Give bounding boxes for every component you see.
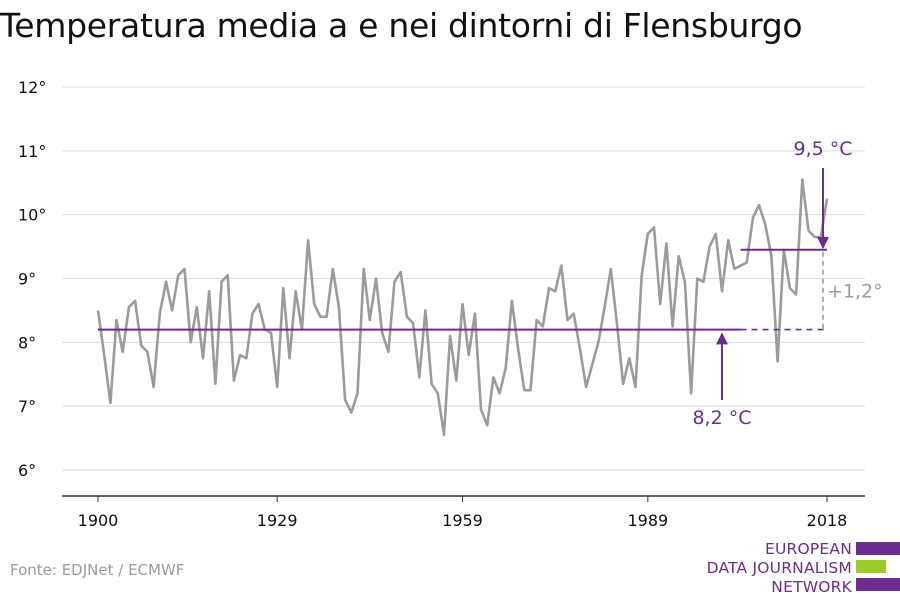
baseline-value-label: 8,2 °C	[692, 407, 751, 429]
temperature-series-line	[96, 178, 829, 437]
series-layer	[96, 178, 829, 437]
reference-lines	[98, 248, 827, 331]
annotations: +1,2° 8,2 °C 9,5 °C	[692, 138, 882, 429]
x-tick-label: 1929	[257, 511, 298, 530]
logo-bar-middle	[856, 560, 886, 573]
logo-bar-bottom	[856, 578, 900, 591]
logo-line-european: EUROPEAN	[764, 540, 852, 558]
x-tick-label: 1900	[78, 511, 119, 530]
recent-value-label: 9,5 °C	[793, 138, 852, 160]
gridlines	[62, 86, 865, 471]
logo-line-data-journalism: DATA JOURNALISM	[706, 559, 852, 577]
axes: 6° 7° 8° 9° 10° 11° 12° 1900 1929 1959 1989 2018	[18, 78, 865, 530]
y-tick-label: 8°	[18, 333, 36, 352]
chart-title: Temperatura media a e nei dintorni di Fl…	[0, 6, 803, 45]
y-tick-label: 7°	[18, 397, 36, 416]
logo-bar-top	[856, 542, 900, 555]
source-note: Fonte: EDJNet / ECMWF	[10, 561, 185, 579]
edjnet-logo[interactable]: EUROPEAN DATA JOURNALISM NETWORK	[706, 538, 900, 600]
y-tick-label: 6°	[18, 461, 36, 480]
logo-line-network: NETWORK	[771, 578, 852, 596]
y-tick-label: 11°	[18, 142, 46, 161]
y-tick-label: 12°	[18, 78, 46, 97]
x-tick-label: 1989	[627, 511, 668, 530]
y-tick-label: 9°	[18, 270, 36, 289]
difference-label: +1,2°	[827, 281, 883, 303]
x-tick-label: 2018	[807, 511, 848, 530]
x-tick-label: 1959	[442, 511, 483, 530]
y-tick-label: 10°	[18, 206, 46, 225]
